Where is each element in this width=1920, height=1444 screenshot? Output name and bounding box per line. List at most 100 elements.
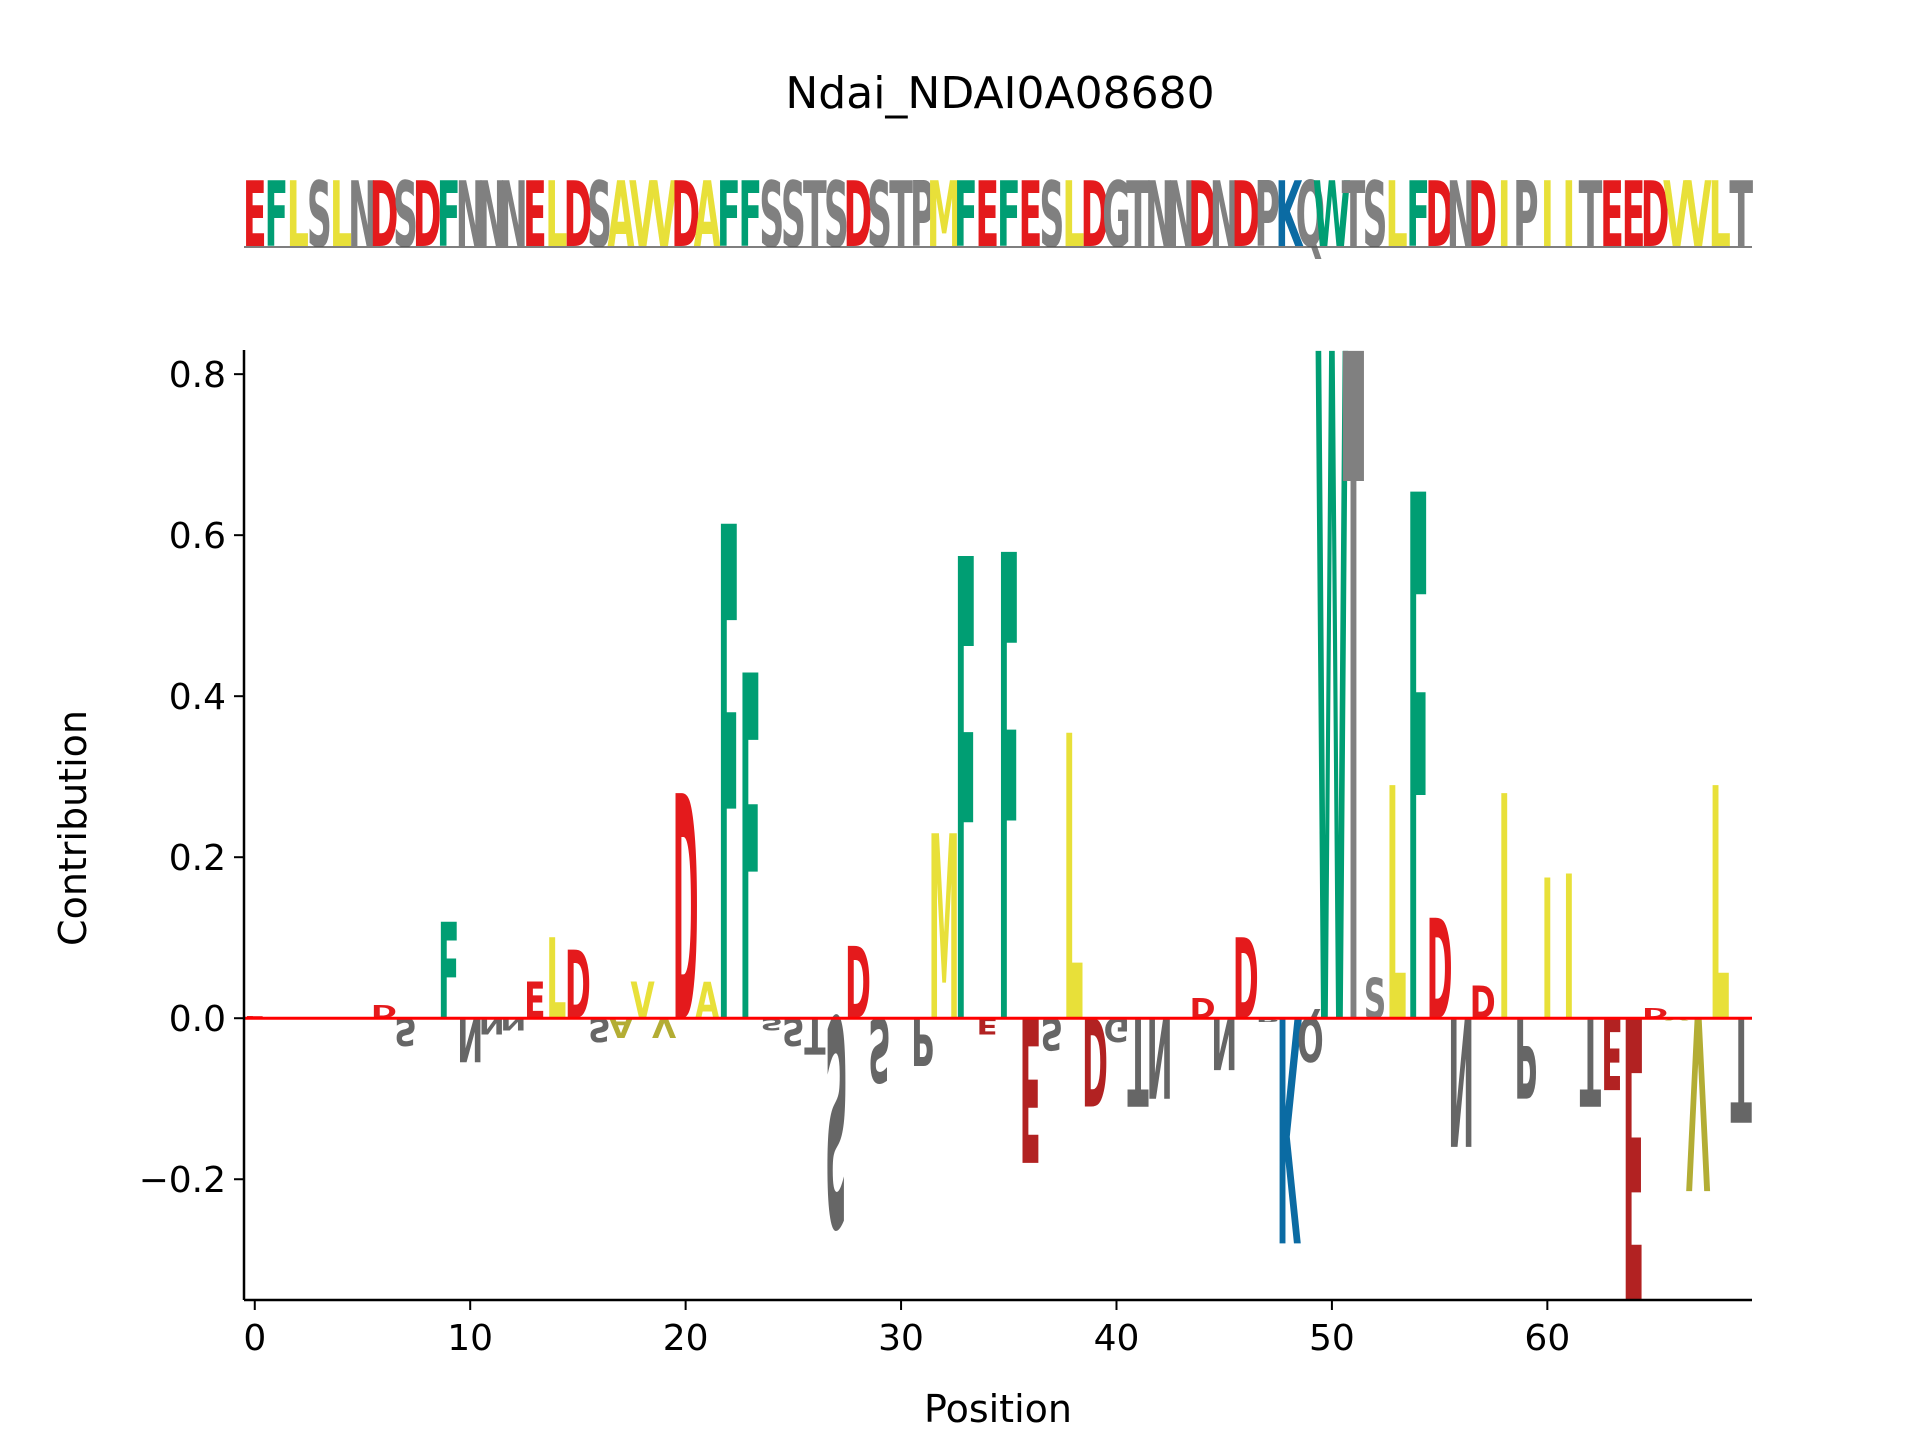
x-tick-label: 60 bbox=[1524, 1318, 1570, 1359]
sequence-letter: E bbox=[1018, 163, 1042, 269]
sequence-letter: N bbox=[477, 163, 506, 269]
sequence-letter: I bbox=[1562, 163, 1575, 269]
chart-title: Ndai_NDAI0A08680 bbox=[785, 68, 1214, 119]
contribution-letter: F bbox=[438, 896, 459, 1050]
sequence-letter: K bbox=[1275, 163, 1303, 269]
contribution-letter: E bbox=[1601, 994, 1622, 1109]
sequence-letter: S bbox=[1362, 163, 1387, 269]
sequence-letter: D bbox=[671, 163, 700, 269]
sequence-letter: D bbox=[1231, 163, 1260, 269]
contribution-letter: S bbox=[868, 997, 891, 1100]
sequence-letter: L bbox=[545, 163, 567, 269]
sequence-letter: L bbox=[1709, 163, 1731, 269]
contribution-letter: T bbox=[1343, 169, 1364, 1235]
sequence-letter: I bbox=[1498, 163, 1511, 269]
y-tick-label: 0.6 bbox=[169, 516, 226, 557]
contribution-letter: D bbox=[565, 932, 591, 1041]
sequence-letter: T bbox=[803, 163, 827, 269]
contribution-letter: D bbox=[673, 731, 699, 1091]
sequence-letter: E bbox=[1600, 163, 1624, 269]
sequence-letter: S bbox=[393, 163, 418, 269]
contribution-letter: E bbox=[977, 1013, 998, 1038]
contribution-letter: I bbox=[1542, 840, 1554, 1065]
sequence-letter: V bbox=[629, 163, 656, 269]
sequence-letter: N bbox=[499, 163, 528, 269]
sequence-letter: T bbox=[1342, 163, 1366, 269]
contribution-letter: K bbox=[1277, 945, 1302, 1305]
sequence-letter: Q bbox=[1296, 163, 1326, 269]
y-tick-label: 0.0 bbox=[169, 999, 226, 1040]
y-tick-label: 0.8 bbox=[169, 355, 226, 396]
contribution-letter: A bbox=[609, 1012, 633, 1044]
sequence-letter: L bbox=[1385, 163, 1407, 269]
contribution-letter: S bbox=[394, 1008, 417, 1053]
sequence-letter: S bbox=[307, 163, 332, 269]
contribution-letter: N bbox=[457, 1003, 483, 1073]
contribution-letter: F bbox=[718, 390, 739, 1180]
axes: −0.2 0.0 0.2 0.4 0.6 0.8 0 10 20 30 40 50 60 bbox=[139, 350, 1752, 1359]
sequence-letter: F bbox=[738, 163, 762, 269]
sequence-letter: T bbox=[1729, 163, 1753, 269]
contribution-letter: S bbox=[588, 1010, 611, 1049]
sequence-letter: S bbox=[824, 163, 849, 269]
sequence-letter: S bbox=[867, 163, 892, 269]
contribution-letter: Q bbox=[1297, 1003, 1324, 1073]
contribution-letter: T bbox=[1127, 989, 1148, 1130]
sequence-letter: F bbox=[997, 163, 1021, 269]
contribution-letter: D bbox=[845, 928, 871, 1043]
x-tick-label: 30 bbox=[878, 1318, 924, 1359]
sequence-letter: N bbox=[456, 163, 485, 269]
contribution-letter: A bbox=[695, 973, 719, 1030]
sequence-letter: A bbox=[694, 163, 721, 269]
sequence-letter: N bbox=[1210, 163, 1239, 269]
sequence-letter: A bbox=[608, 163, 635, 269]
contribution-letter: E bbox=[524, 973, 545, 1030]
y-axis-label: Contribution bbox=[51, 710, 95, 946]
sequence-letter: S bbox=[587, 163, 612, 269]
contribution-letter: M bbox=[929, 782, 960, 1078]
sequence-letter: N bbox=[348, 163, 377, 269]
contribution-letter: N bbox=[1211, 1000, 1237, 1083]
sequence-letter: S bbox=[759, 163, 784, 269]
sequence-letter: P bbox=[1513, 163, 1538, 269]
sequence-letter: D bbox=[1188, 163, 1217, 269]
sequence-letter: L bbox=[1062, 163, 1084, 269]
sequence-letter: D bbox=[844, 163, 873, 269]
sequence-letter: V bbox=[651, 163, 678, 269]
sequence-letter: M bbox=[927, 163, 962, 269]
contribution-letter: G bbox=[1104, 1010, 1130, 1049]
sequence-letter: D bbox=[1468, 163, 1497, 269]
sequence-letter: G bbox=[1102, 163, 1131, 269]
sequence-letter: N bbox=[1447, 163, 1476, 269]
contribution-letter: T bbox=[804, 1006, 826, 1063]
contribution-letter: S bbox=[1041, 1007, 1064, 1058]
contribution-letter: S bbox=[1364, 967, 1387, 1032]
contribution-letter: I bbox=[1563, 834, 1575, 1066]
contribution-letter: E bbox=[1623, 927, 1644, 1377]
contribution-letter: F bbox=[955, 429, 976, 1168]
sequence-letter: F bbox=[954, 163, 978, 269]
contribution-letter: V bbox=[1686, 962, 1710, 1238]
sequence-letter: D bbox=[370, 163, 399, 269]
x-tick-label: 40 bbox=[1094, 1318, 1140, 1359]
sequence-letter: E bbox=[523, 163, 547, 269]
contribution-letter: P bbox=[1514, 991, 1537, 1119]
contribution-letter: T bbox=[1731, 984, 1752, 1150]
contribution-letter: W bbox=[1315, 169, 1349, 1235]
sequence-letter: I bbox=[1541, 163, 1554, 269]
x-tick-label: 10 bbox=[447, 1318, 493, 1359]
contribution-letter: E bbox=[1020, 971, 1041, 1203]
contribution-letter: S bbox=[825, 949, 848, 1282]
contribution-letter: N bbox=[1448, 976, 1474, 1182]
contribution-letter: L bbox=[1710, 721, 1730, 1094]
sequence-letter: N bbox=[1167, 163, 1196, 269]
contribution-letter: I bbox=[1498, 731, 1510, 1091]
contribution-letter: P bbox=[1256, 1017, 1279, 1023]
sequence-letter: D bbox=[1641, 163, 1670, 269]
sequence-letter: S bbox=[1039, 163, 1064, 269]
sequence-letter: V bbox=[1685, 163, 1712, 269]
sequence-letter: F bbox=[264, 163, 288, 269]
x-axis-label: Position bbox=[924, 1387, 1072, 1431]
contribution-letter: S bbox=[782, 1008, 805, 1053]
